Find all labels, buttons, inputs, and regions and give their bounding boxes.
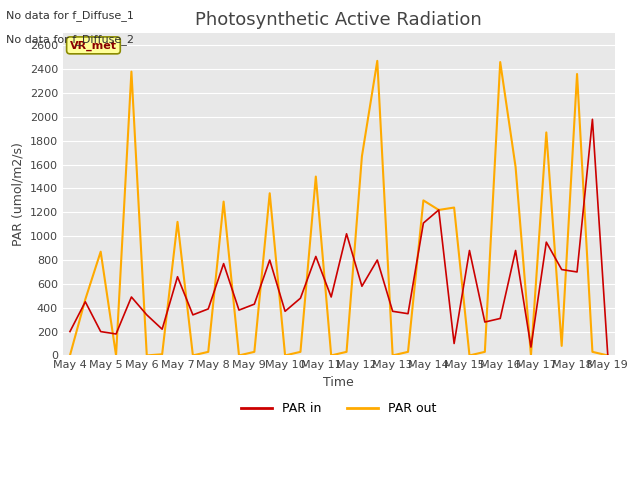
Title: Photosynthetic Active Radiation: Photosynthetic Active Radiation [195,11,483,29]
Legend: PAR in, PAR out: PAR in, PAR out [236,397,442,420]
Y-axis label: PAR (umol/m2/s): PAR (umol/m2/s) [11,143,24,246]
X-axis label: Time: Time [323,376,355,389]
Text: No data for f_Diffuse_1: No data for f_Diffuse_1 [6,10,134,21]
Text: VR_met: VR_met [70,40,117,50]
Text: No data for f_Diffuse_2: No data for f_Diffuse_2 [6,34,134,45]
